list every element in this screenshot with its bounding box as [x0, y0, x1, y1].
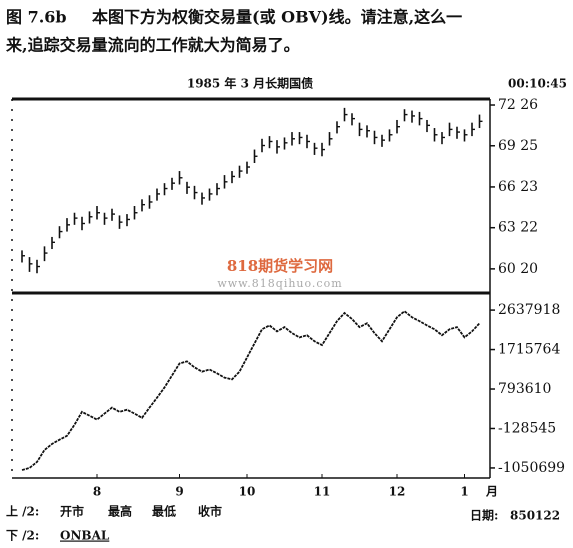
y-tick-label: 2637918 — [498, 302, 560, 318]
y-tick-label: 66 23 — [498, 179, 538, 195]
obv-line — [21, 310, 481, 471]
y-tick-label: 69 25 — [498, 138, 538, 154]
clock: 00:10:45 — [508, 77, 567, 91]
footer-field: 开市 — [60, 504, 84, 519]
y-tick-label: -1050699 — [498, 460, 565, 476]
watermark-url: www.818qihuo.com — [217, 277, 342, 290]
watermark: 818期货学习网 — [227, 257, 333, 275]
caption-line: 来,追踪交易量流向的工作就大为简易了。 — [5, 36, 300, 55]
y-tick-label: 793610 — [498, 381, 551, 397]
footer-label: 下 /2: — [6, 529, 39, 543]
caption-label: 图 7.6b — [6, 8, 67, 27]
x-tick-label: 1 — [460, 485, 468, 499]
x-unit: 月 — [485, 485, 498, 499]
x-tick-label: 10 — [239, 485, 256, 499]
date-label: 日期: — [470, 508, 498, 523]
y-tick-label: 63 22 — [498, 220, 538, 236]
x-tick-label: 11 — [314, 485, 331, 499]
x-tick-label: 9 — [175, 485, 183, 499]
x-tick-label: 8 — [93, 485, 101, 499]
footer-label: 上 /2: — [6, 504, 39, 519]
date: 850122 — [510, 509, 560, 523]
y-tick-label: 60 20 — [498, 261, 538, 277]
footer-field: 最低 — [152, 504, 176, 519]
footer-field: 收市 — [198, 504, 222, 519]
x-tick-label: 12 — [389, 485, 406, 499]
caption-line: 本图下方为权衡交易量(或 OBV)线。请注意,这么一 — [92, 8, 462, 27]
y-tick-label: 72 26 — [498, 97, 538, 113]
y-tick-label: -128545 — [498, 420, 556, 436]
y-tick-label: 1715764 — [498, 342, 560, 358]
footer-field: 最高 — [108, 504, 132, 519]
chart-title: 1985 年 3 月长期国债 — [187, 76, 313, 91]
footer-field: ONBAL — [60, 529, 110, 543]
